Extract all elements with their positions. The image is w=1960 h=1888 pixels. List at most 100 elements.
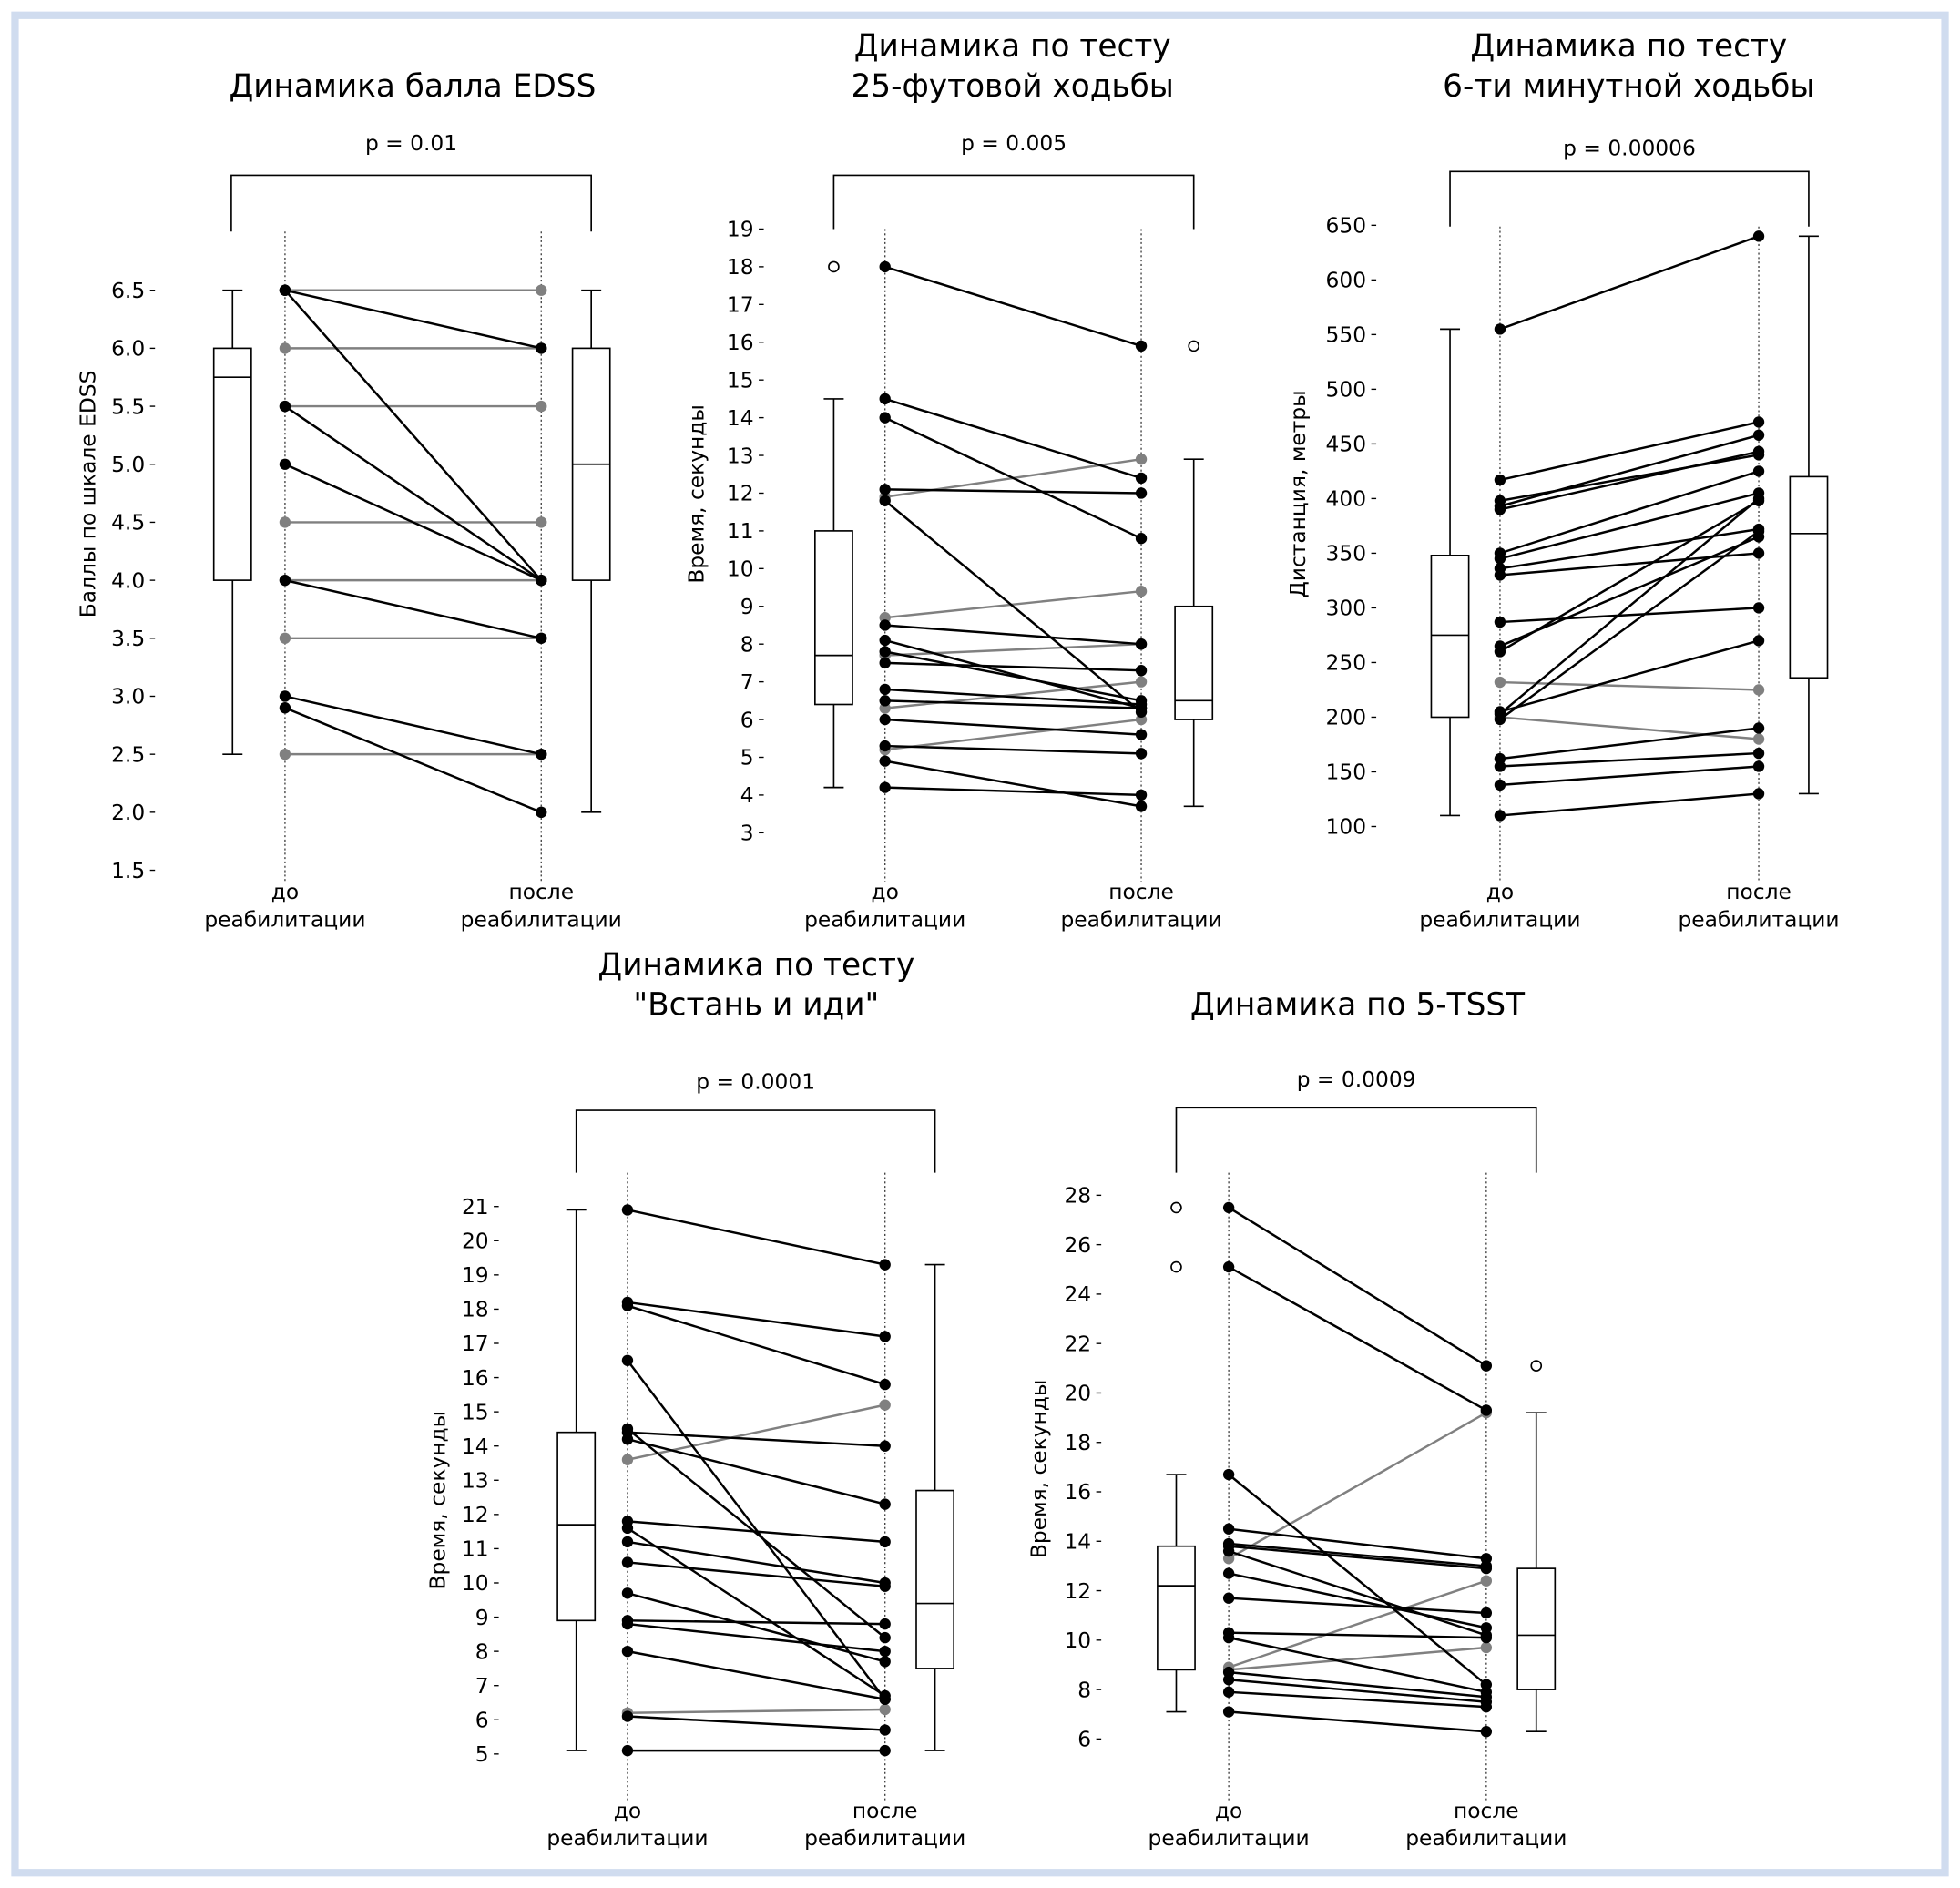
y-tick-label: 3 xyxy=(740,821,754,846)
point-after xyxy=(1752,230,1765,242)
paired-line xyxy=(884,718,1142,736)
y-tick-label: 450 xyxy=(1326,432,1367,457)
point-before xyxy=(1494,504,1506,515)
point-before xyxy=(1222,1674,1235,1686)
x-category-label: до xyxy=(871,879,898,904)
y-tick-label: 200 xyxy=(1326,705,1367,730)
paired-line xyxy=(1499,497,1760,715)
y-tick-label: 5 xyxy=(740,745,754,771)
y-tick-label: 6 xyxy=(740,707,754,732)
y-tick-label: 8 xyxy=(740,631,754,657)
paired-line xyxy=(1499,751,1760,768)
point-after xyxy=(1480,1562,1493,1575)
paired-line xyxy=(884,642,1142,657)
paired-line xyxy=(884,744,1142,755)
point-after xyxy=(879,1580,891,1592)
point-after xyxy=(879,1378,891,1391)
chart-title: 25-футовой ходьбы xyxy=(851,68,1173,105)
paired-line xyxy=(884,699,1142,709)
point-after xyxy=(1480,1700,1493,1713)
point-before xyxy=(879,646,891,658)
y-tick-label: 16 xyxy=(462,1365,489,1391)
point-before xyxy=(621,1300,634,1311)
paired-line xyxy=(1229,1690,1486,1709)
point-before xyxy=(879,695,891,707)
point-before xyxy=(1494,676,1506,689)
paired-line xyxy=(1499,421,1760,482)
paired-line xyxy=(1229,1542,1486,1567)
point-before xyxy=(879,634,891,647)
paired-line xyxy=(627,1437,885,1505)
paired-line xyxy=(1499,727,1760,760)
point-after xyxy=(1480,1622,1493,1634)
point-after xyxy=(1752,788,1765,800)
point-before xyxy=(621,1618,634,1630)
y-tick-label: 100 xyxy=(1326,814,1367,840)
point-before xyxy=(1494,760,1506,772)
y-tick-label: 18 xyxy=(1064,1430,1091,1455)
y-tick-label: 13 xyxy=(727,443,754,468)
point-after xyxy=(1480,1641,1493,1654)
paired-line xyxy=(884,786,1142,797)
point-after xyxy=(1480,1726,1493,1738)
x-category-label: реабилитации xyxy=(546,1825,708,1851)
point-before xyxy=(1494,569,1506,581)
point-after xyxy=(1752,635,1765,647)
outlier-point xyxy=(1170,1260,1182,1273)
paired-line xyxy=(884,638,1142,709)
paired-line xyxy=(627,1592,886,1663)
point-after xyxy=(1135,676,1148,688)
chart-title: Динамика балла EDSS xyxy=(229,68,596,105)
point-after xyxy=(1480,1631,1493,1644)
significance-bracket xyxy=(575,1109,936,1173)
paired-line xyxy=(284,707,542,813)
chart-panel-5: Динамика по 5-TSST p = 0.0009 Время, секун… xyxy=(1026,987,1567,1851)
paired-line xyxy=(1499,530,1760,720)
y-axis-label: Баллы по шкале EDSS xyxy=(75,371,100,618)
chart-title: Динамика по 5-TSST xyxy=(1190,987,1526,1024)
point-before xyxy=(279,284,291,296)
boxplot-before xyxy=(814,260,853,789)
y-tick-label: 1.5 xyxy=(111,858,145,883)
chart-panel-1: Динамика балла EDSS p = 0.01 Баллы по шкал… xyxy=(75,68,622,932)
point-after xyxy=(879,1399,891,1411)
point-after xyxy=(536,400,547,413)
paired-line xyxy=(884,624,1142,646)
point-before xyxy=(879,755,891,767)
paired-line xyxy=(1229,1597,1486,1615)
y-tick-label: 5 xyxy=(475,1741,489,1767)
paired-line xyxy=(1229,1710,1486,1733)
point-after xyxy=(1135,487,1148,499)
y-tick-label: 12 xyxy=(727,481,754,506)
point-after xyxy=(1135,665,1148,677)
y-tick-label: 9 xyxy=(740,594,754,619)
paired-line xyxy=(627,1209,885,1266)
point-before xyxy=(1494,810,1506,822)
outlier-point xyxy=(828,260,840,273)
point-after xyxy=(1135,340,1148,352)
y-tick-label: 5.5 xyxy=(111,393,145,419)
point-after xyxy=(536,632,547,644)
boxplot-before xyxy=(556,1209,597,1751)
point-before xyxy=(279,342,291,354)
point-after xyxy=(1135,789,1148,801)
paired-line xyxy=(1499,639,1760,713)
outlier-point xyxy=(1170,1201,1182,1214)
point-after xyxy=(879,1536,891,1548)
point-after xyxy=(1135,533,1148,545)
paired-line xyxy=(627,1540,885,1585)
point-before xyxy=(279,574,291,587)
point-after xyxy=(536,516,547,528)
x-category-label: реабилитации xyxy=(1678,906,1839,932)
p-value-label: p = 0.00006 xyxy=(1563,135,1696,160)
y-tick-label: 13 xyxy=(462,1468,489,1494)
point-before xyxy=(1494,323,1506,335)
box-iqr xyxy=(915,1489,955,1669)
y-tick-label: 2.5 xyxy=(111,741,145,767)
point-before xyxy=(279,702,291,714)
point-before xyxy=(1222,1545,1235,1557)
paired-line xyxy=(1499,536,1760,648)
point-after xyxy=(1480,1607,1493,1619)
significance-bracket xyxy=(832,174,1195,230)
